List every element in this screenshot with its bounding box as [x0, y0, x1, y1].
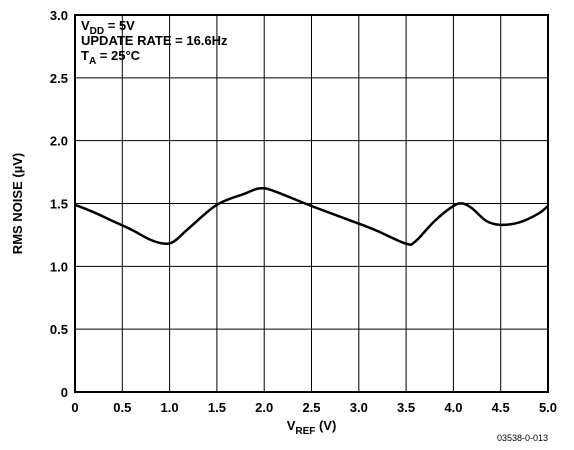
series-group	[74, 186, 549, 246]
x-axis-title-unit: (V)	[315, 418, 336, 433]
y-tick-label: 3.0	[50, 8, 68, 23]
x-tick-labels: 0 0.5 1.0 1.5 2.0 2.5 3.0 3.5 4.0 4.5 5.0	[71, 400, 557, 415]
y-tick-label: 0.5	[50, 322, 68, 337]
y-tick-labels: 0 0.5 1.0 1.5 2.0 2.5 3.0	[50, 8, 68, 400]
x-tick-label: 3.5	[397, 400, 415, 415]
y-axis-title: RMS NOISE (µV)	[10, 153, 25, 254]
x-axis-title-sub: REF	[295, 426, 315, 437]
annotation-line: TA = 25°C	[81, 48, 141, 67]
x-tick-label: 1.5	[208, 400, 226, 415]
figure-code: 03538-0-013	[497, 433, 548, 443]
x-tick-label: 2.0	[255, 400, 273, 415]
y-tick-label: 2.0	[50, 134, 68, 149]
series-line	[74, 186, 549, 246]
plot-frame	[74, 14, 549, 393]
x-tick-label: 0	[71, 400, 78, 415]
x-axis-title-main: V	[287, 418, 296, 433]
x-tick-label: 2.5	[302, 400, 320, 415]
grid-lines	[74, 14, 549, 393]
y-tick-label: 1.0	[50, 259, 68, 274]
x-tick-label: 5.0	[539, 400, 557, 415]
y-tick-label: 1.5	[50, 197, 68, 212]
y-tick-label: 2.5	[50, 71, 68, 86]
x-tick-label: 0.5	[113, 400, 131, 415]
annotation-line: VDD = 5V	[81, 18, 135, 37]
x-tick-label: 3.0	[350, 400, 368, 415]
annotation-line: UPDATE RATE = 16.6Hz	[81, 33, 228, 48]
x-tick-label: 4.5	[492, 400, 510, 415]
x-tick-label: 1.0	[161, 400, 179, 415]
y-tick-label: 0	[61, 385, 68, 400]
x-axis-title: VREF (V)	[287, 418, 337, 437]
x-tick-label: 4.0	[444, 400, 462, 415]
